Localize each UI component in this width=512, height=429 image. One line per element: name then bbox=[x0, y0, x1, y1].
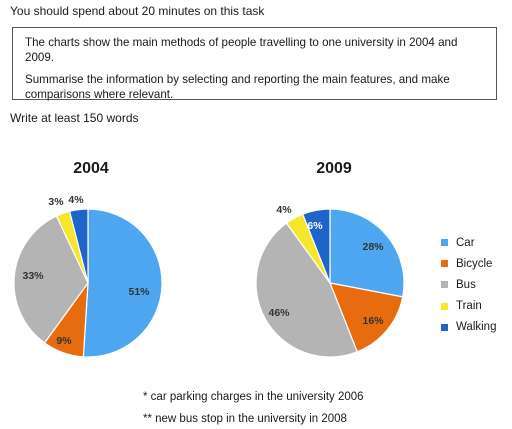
task-time-instruction: You should spend about 20 minutes on thi… bbox=[10, 4, 265, 18]
legend-swatch-walking bbox=[441, 323, 448, 331]
word-count-instruction: Write at least 150 words bbox=[10, 111, 139, 125]
pie-title-2004: 2004 bbox=[73, 160, 109, 177]
pie-2009-slice-walking bbox=[301, 208, 331, 284]
pie-2009-label-bicycle: 16% bbox=[362, 315, 384, 327]
chart-legend: Car Bicycle Bus Train Walking bbox=[441, 232, 496, 338]
footnote-car-parking: * car parking charges in the university … bbox=[143, 391, 364, 403]
pie-2004-slice-car bbox=[82, 208, 163, 358]
legend-label-car: Car bbox=[456, 236, 475, 249]
legend-swatch-bus bbox=[441, 281, 448, 289]
pie-2009-slice-bicycle bbox=[329, 282, 404, 353]
task-description-line2: Summarise the information by selecting a… bbox=[25, 73, 450, 101]
pie-2004-label-car: 51% bbox=[128, 286, 150, 298]
footnote-bus-stop: ** new bus stop in the university in 200… bbox=[143, 413, 347, 425]
pie-2009-label-car: 28% bbox=[362, 241, 384, 253]
pie-2009-label-bus: 46% bbox=[268, 307, 290, 319]
pie-2009-slice-bus bbox=[255, 222, 359, 358]
legend-swatch-bicycle bbox=[441, 260, 448, 268]
legend-label-bicycle: Bicycle bbox=[456, 257, 493, 270]
legend-item-train: Train bbox=[441, 296, 496, 317]
legend-swatch-car bbox=[441, 239, 448, 247]
legend-label-train: Train bbox=[456, 300, 482, 313]
pie-2004-label-train: 3% bbox=[48, 196, 64, 208]
pie-title-2009: 2009 bbox=[316, 160, 352, 177]
legend-label-bus: Bus bbox=[456, 278, 476, 291]
pie-2004-label-bus: 33% bbox=[22, 270, 44, 282]
pie-2004-label-walking: 4% bbox=[68, 194, 84, 206]
pie-2009-label-walking: 6% bbox=[307, 220, 323, 232]
legend-label-walking: Walking bbox=[456, 321, 497, 334]
legend-item-bus: Bus bbox=[441, 274, 496, 295]
pie-2004-label-bicycle: 9% bbox=[56, 335, 72, 347]
pie-2009-label-train: 4% bbox=[276, 204, 292, 216]
pie-2004-slice-walking bbox=[68, 208, 89, 284]
pie-2004-slice-bus bbox=[13, 215, 89, 344]
pie-2009-slice-car bbox=[329, 208, 405, 298]
task-description-box: The charts show the main methods of peop… bbox=[12, 27, 497, 101]
legend-item-walking: Walking bbox=[441, 317, 496, 338]
legend-swatch-train bbox=[441, 302, 448, 310]
legend-item-car: Car bbox=[441, 232, 496, 253]
task-description-line1: The charts show the main methods of peop… bbox=[25, 36, 458, 64]
legend-item-bicycle: Bicycle bbox=[441, 253, 496, 274]
